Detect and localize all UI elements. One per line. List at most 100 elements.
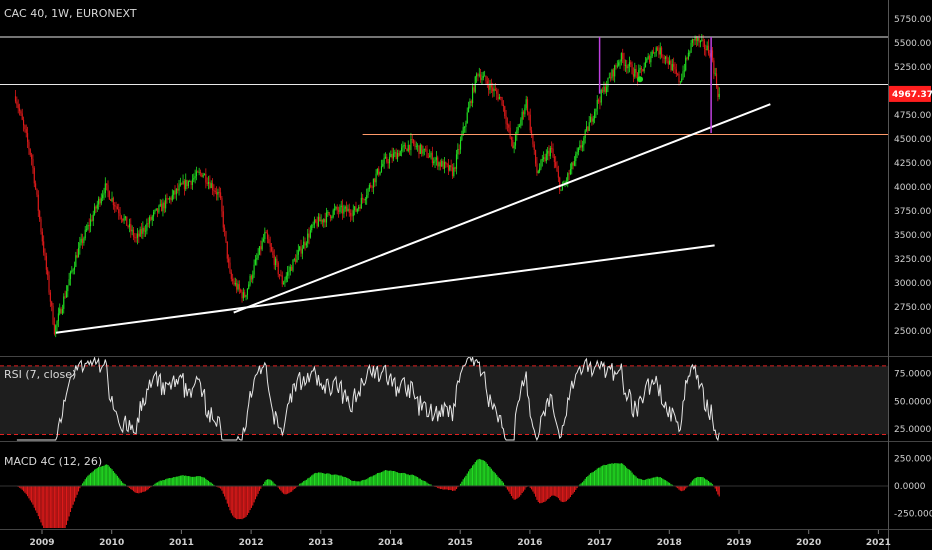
candle[interactable] xyxy=(512,136,514,149)
candle[interactable] xyxy=(83,236,85,246)
candle[interactable] xyxy=(266,229,269,244)
candle[interactable] xyxy=(370,182,372,189)
candle[interactable] xyxy=(656,46,659,52)
candle[interactable] xyxy=(646,57,648,64)
candle[interactable] xyxy=(289,264,291,276)
candle[interactable] xyxy=(366,188,368,205)
candle[interactable] xyxy=(429,149,431,158)
candle[interactable] xyxy=(119,206,121,220)
candle[interactable] xyxy=(414,140,416,150)
candle[interactable] xyxy=(234,277,236,287)
candle[interactable] xyxy=(73,261,76,275)
candle[interactable] xyxy=(643,62,645,74)
candle[interactable] xyxy=(476,72,478,83)
candle[interactable] xyxy=(244,289,246,298)
candle[interactable] xyxy=(315,218,317,224)
candle[interactable] xyxy=(305,241,307,249)
candle[interactable] xyxy=(650,51,652,68)
candle[interactable] xyxy=(225,230,227,244)
candle[interactable] xyxy=(178,180,180,196)
candle[interactable] xyxy=(395,148,397,160)
candle[interactable] xyxy=(222,205,224,233)
candle[interactable] xyxy=(27,126,29,148)
candle[interactable] xyxy=(356,208,358,214)
candle[interactable] xyxy=(544,153,546,163)
candle[interactable] xyxy=(295,254,297,265)
candle[interactable] xyxy=(220,187,222,201)
candle[interactable] xyxy=(463,126,466,133)
candle[interactable] xyxy=(72,268,74,275)
candle[interactable] xyxy=(336,204,338,215)
candle[interactable] xyxy=(123,214,125,224)
candle[interactable] xyxy=(399,150,401,157)
candle[interactable] xyxy=(651,49,653,59)
candle[interactable] xyxy=(364,197,366,205)
candle[interactable] xyxy=(669,55,671,65)
candle[interactable] xyxy=(312,221,314,229)
candle[interactable] xyxy=(327,210,329,217)
candle[interactable] xyxy=(198,167,200,176)
candle[interactable] xyxy=(543,151,545,162)
candle[interactable] xyxy=(599,96,601,110)
candle[interactable] xyxy=(273,249,275,270)
candle[interactable] xyxy=(454,166,456,172)
candle[interactable] xyxy=(630,60,632,68)
candle[interactable] xyxy=(446,162,448,168)
candle[interactable] xyxy=(516,126,518,141)
candle[interactable] xyxy=(421,144,423,157)
candle[interactable] xyxy=(124,215,126,221)
candle[interactable] xyxy=(486,76,488,88)
candle[interactable] xyxy=(575,151,577,167)
candle[interactable] xyxy=(451,163,454,179)
candle[interactable] xyxy=(31,152,33,166)
candle[interactable] xyxy=(191,174,194,190)
candle[interactable] xyxy=(69,270,72,286)
macd-pane[interactable] xyxy=(0,458,888,528)
candle[interactable] xyxy=(374,177,376,188)
candle[interactable] xyxy=(96,200,98,212)
candle[interactable] xyxy=(277,261,279,278)
candle[interactable] xyxy=(585,121,588,132)
candle[interactable] xyxy=(115,201,117,212)
candle[interactable] xyxy=(186,179,188,190)
candle[interactable] xyxy=(442,159,444,170)
candle[interactable] xyxy=(467,101,470,113)
candle[interactable] xyxy=(51,300,53,312)
candle[interactable] xyxy=(510,136,513,147)
candle[interactable] xyxy=(283,280,285,285)
candle[interactable] xyxy=(100,193,102,206)
candle[interactable] xyxy=(600,88,602,106)
candle[interactable] xyxy=(505,110,507,130)
candle[interactable] xyxy=(252,270,254,284)
candle[interactable] xyxy=(88,218,90,233)
candle[interactable] xyxy=(533,141,535,155)
candle[interactable] xyxy=(324,212,326,228)
candle[interactable] xyxy=(57,307,59,328)
candle[interactable] xyxy=(131,225,133,236)
candle[interactable] xyxy=(249,274,251,287)
candle[interactable] xyxy=(517,124,519,134)
candle[interactable] xyxy=(281,271,283,288)
candle[interactable] xyxy=(213,184,215,197)
candle[interactable] xyxy=(107,180,109,198)
candle[interactable] xyxy=(142,221,144,240)
candle[interactable] xyxy=(665,55,667,65)
candle[interactable] xyxy=(518,123,521,128)
price-pane[interactable] xyxy=(0,33,888,338)
candle[interactable] xyxy=(52,303,54,326)
candle[interactable] xyxy=(237,280,239,292)
candle[interactable] xyxy=(384,152,387,159)
candle[interactable] xyxy=(91,215,93,222)
candle[interactable] xyxy=(485,75,487,85)
candle[interactable] xyxy=(350,209,352,222)
candle[interactable] xyxy=(362,193,364,204)
candle[interactable] xyxy=(17,99,19,114)
candle[interactable] xyxy=(498,93,500,100)
candle[interactable] xyxy=(623,52,625,71)
candle[interactable] xyxy=(207,175,210,190)
candle[interactable] xyxy=(262,233,265,243)
candle[interactable] xyxy=(165,194,167,213)
candle[interactable] xyxy=(43,235,45,256)
candle[interactable] xyxy=(162,198,164,217)
candle[interactable] xyxy=(626,60,628,74)
